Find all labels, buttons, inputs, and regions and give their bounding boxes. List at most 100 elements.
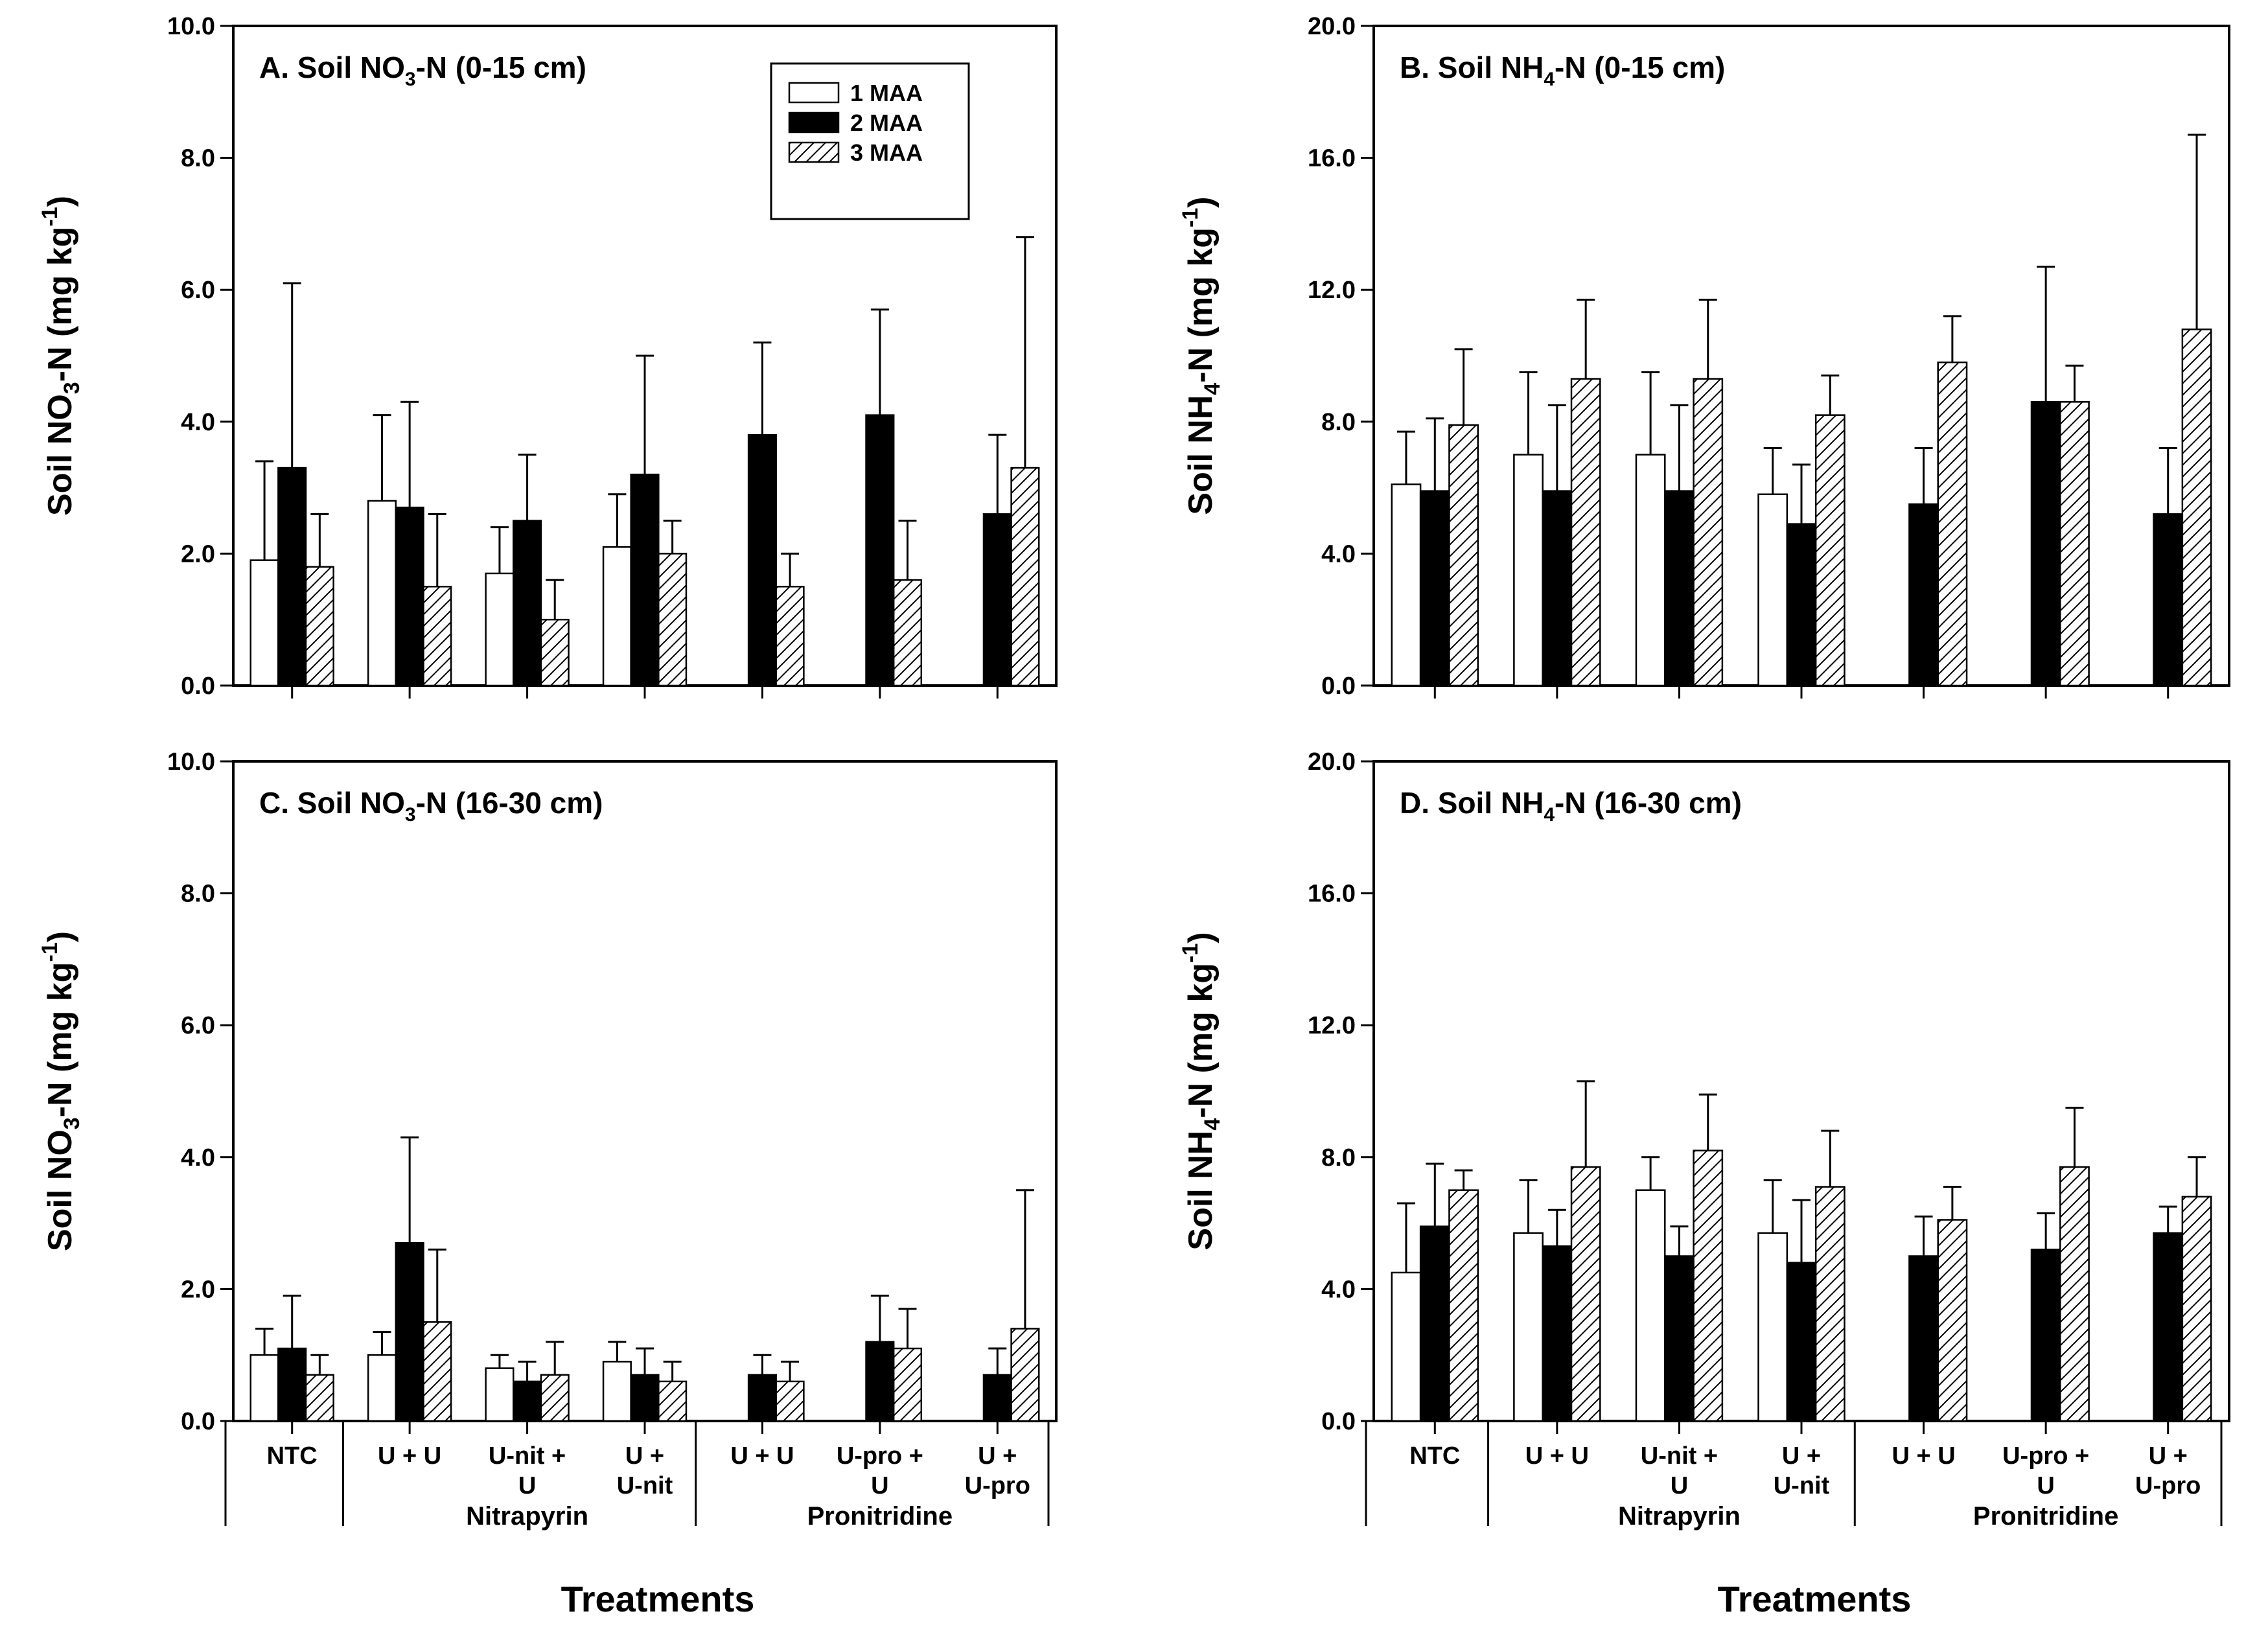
bar-2-maa	[1542, 1245, 1573, 1422]
bar-1-maa	[1635, 454, 1666, 687]
bar-1-maa	[1391, 483, 1422, 687]
legend-label: 2 MAA	[850, 110, 923, 136]
bar-3-maa	[2181, 1196, 2212, 1422]
chart-panel-a: 0.02.04.06.08.010.0A. Soil NO3-N (0-15 c…	[38, 13, 1058, 700]
y-tick-label: 8.0	[1321, 409, 1356, 436]
y-axis-label-superscript: -1	[1178, 943, 1203, 963]
bar-1-maa	[367, 500, 397, 687]
y-axis-label-superscript: -1	[38, 207, 62, 226]
y-tick-label: 10.0	[167, 748, 215, 776]
category-label: U-pro + U	[2002, 1442, 2089, 1499]
y-tick-label: 0.0	[1321, 1408, 1356, 1435]
y-tick-label: 10.0	[167, 13, 215, 40]
bar-3-maa	[540, 618, 570, 687]
y-tick-label: 12.0	[1308, 1012, 1356, 1039]
bar-1-maa	[485, 1367, 515, 1422]
category-label: U + U	[1892, 1442, 1955, 1470]
bar-2-maa	[747, 433, 777, 687]
category-label: U + U	[1525, 1442, 1589, 1470]
chart-panel-c: 0.02.04.06.08.010.0C. Soil NO3-N (16-30 …	[38, 748, 1058, 1619]
bar-2-maa	[2153, 1232, 2184, 1422]
category-label: U + U	[730, 1442, 794, 1470]
y-axis-label-text: Soil NO	[41, 394, 79, 516]
bar-2-maa	[1419, 1225, 1450, 1422]
bar-3-maa	[1570, 378, 1601, 687]
panel-title-text: B. Soil NH	[1400, 51, 1544, 84]
bar-2-maa	[747, 1374, 777, 1422]
bar-3-maa	[1693, 1150, 1724, 1422]
y-axis-label-superscript: -1	[1178, 208, 1203, 227]
chart-panel-d: 0.04.08.012.016.020.0D. Soil NH4-N (16-3…	[1178, 748, 2230, 1619]
y-axis-label-text: )	[41, 931, 79, 942]
bar-1-maa	[602, 546, 632, 687]
bar-3-maa	[2181, 329, 2212, 687]
bar-2-maa	[865, 1341, 895, 1422]
bar-3-maa	[1814, 1186, 1846, 1422]
y-axis-label-text: -N (mg kg	[41, 227, 79, 382]
panel-title: D. Soil NH4-N (16-30 cm)	[1400, 786, 1742, 826]
bar-2-maa	[1786, 1262, 1817, 1422]
y-tick-label: 0.0	[181, 1408, 215, 1435]
chart-panel-b: 0.0 4.0 8.0 12.0 16.0 20.0 B. Soil NH 4 -N (0-15…	[1178, 13, 2230, 700]
panel-title-text: -N (0-15 cm)	[416, 51, 586, 84]
bar-3-maa	[1814, 414, 1846, 687]
y-axis-label-text: Soil NH	[1182, 1131, 1220, 1251]
panel-title-text: -N (16-30 cm)	[416, 786, 603, 820]
y-tick-label: 12.0	[1308, 277, 1356, 304]
bar-2-maa	[630, 473, 660, 687]
y-tick-label: 4.0	[1321, 1276, 1356, 1303]
y-tick-label: 8.0	[181, 881, 215, 908]
y-tick-label: 20.0	[1308, 13, 1356, 40]
bar-3-maa	[1693, 378, 1724, 687]
y-tick-label: 16.0	[1308, 145, 1356, 172]
legend-swatch	[788, 82, 840, 104]
y-axis-label: Soil NO3-N (mg kg-1)	[38, 931, 84, 1251]
bar-2-maa	[865, 414, 895, 687]
panel-title-text: -N (16-30 cm)	[1555, 786, 1742, 820]
group-label: Pronitridine	[1973, 1502, 2118, 1531]
bar-2-maa	[1908, 503, 1939, 687]
bar-3-maa	[892, 579, 923, 687]
y-tick-label: 0.0	[1321, 673, 1356, 700]
panel-title-text: D. Soil NH	[1400, 786, 1544, 820]
group-label: Nitrapyrin	[466, 1502, 588, 1531]
panel-title-text: C. Soil NO	[259, 786, 405, 820]
bar-1-maa	[1513, 454, 1544, 687]
category-label: U-nit + U	[1641, 1442, 1718, 1499]
y-axis-label-text: Soil NO	[41, 1129, 79, 1251]
y-tick-label: 4.0	[181, 409, 215, 436]
panel-title-text: -N (0-15 cm)	[1555, 51, 1725, 84]
bar-3-maa	[658, 553, 688, 687]
y-axis-label-text: )	[41, 196, 79, 207]
bar-1-maa	[249, 1354, 279, 1422]
category-label: NTC	[1409, 1442, 1460, 1470]
panel-title-text: A. Soil NO	[259, 51, 405, 84]
bar-3-maa	[305, 566, 334, 687]
bar-1-maa	[1757, 1232, 1788, 1422]
bar-2-maa	[2030, 401, 2061, 687]
bar-2-maa	[982, 513, 1012, 687]
bar-2-maa	[630, 1374, 660, 1422]
y-tick-label: 6.0	[181, 1012, 215, 1039]
bar-3-maa	[1448, 1189, 1479, 1422]
legend-label: 1 MAA	[850, 80, 923, 106]
bar-2-maa	[395, 506, 424, 687]
y-tick-label: 4.0	[1321, 540, 1356, 568]
y-axis-label-superscript: -1	[38, 942, 62, 962]
panel-title-subscript: 3	[405, 69, 416, 90]
bar-3-maa	[422, 586, 452, 687]
y-axis-label-subscript: 4	[1200, 1118, 1225, 1131]
y-axis-label-subscript: 4	[1200, 383, 1225, 395]
bar-2-maa	[1908, 1255, 1939, 1422]
group-label: Pronitridine	[807, 1502, 953, 1531]
y-tick-label: 6.0	[181, 277, 215, 304]
bar-1-maa	[1635, 1189, 1666, 1422]
panel-title-subscript: 3	[405, 804, 416, 826]
plot-frame	[232, 760, 1058, 1422]
bar-2-maa	[1786, 523, 1817, 687]
y-axis-label-text: Soil NH	[1182, 395, 1220, 515]
panel-title: C. Soil NO3-N (16-30 cm)	[259, 786, 603, 826]
bar-3-maa	[775, 1380, 805, 1422]
y-tick-label: 0.0	[181, 673, 215, 700]
